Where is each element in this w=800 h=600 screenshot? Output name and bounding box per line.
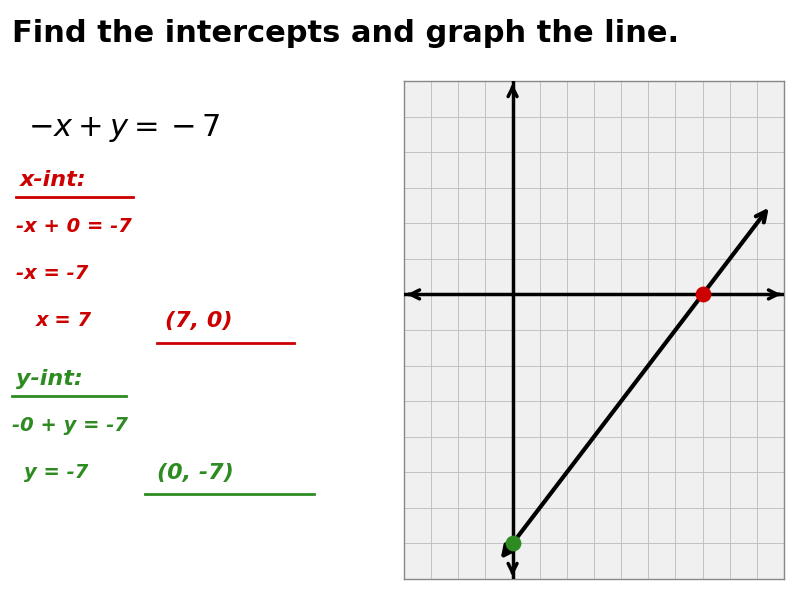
Text: x-int:: x-int:: [20, 170, 86, 190]
Text: -x = -7: -x = -7: [16, 264, 88, 283]
Text: $\mathbf{\mathit{-x + y = -7}}$: $\mathbf{\mathit{-x + y = -7}}$: [27, 112, 220, 144]
Text: (7, 0): (7, 0): [165, 311, 232, 331]
Text: x = 7: x = 7: [35, 311, 91, 330]
Text: -0 + y = -7: -0 + y = -7: [12, 416, 128, 435]
Text: (0, -7): (0, -7): [157, 463, 234, 484]
Text: y = -7: y = -7: [24, 463, 88, 482]
Point: [696, 290, 709, 299]
Text: Find the intercepts and graph the line.: Find the intercepts and graph the line.: [12, 19, 679, 47]
Point: [506, 539, 519, 548]
Text: y-int:: y-int:: [16, 369, 82, 389]
Text: -x + 0 = -7: -x + 0 = -7: [16, 217, 132, 236]
